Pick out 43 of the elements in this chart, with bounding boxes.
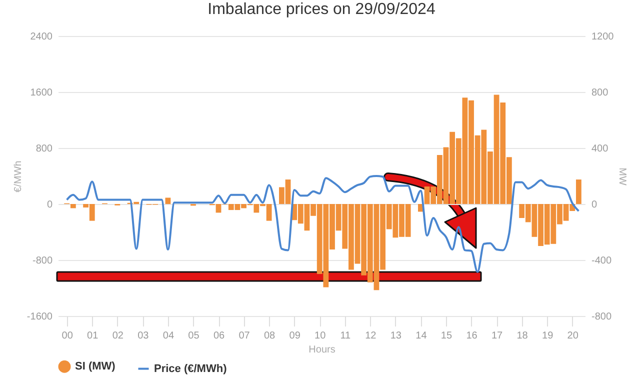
y2-tick-label: -800 <box>592 312 612 322</box>
x-tick-label: 08 <box>264 330 276 342</box>
bar <box>70 204 76 208</box>
x-tick-label: 02 <box>112 330 124 342</box>
x-tick-label: 00 <box>62 330 74 342</box>
x-tick-label: 06 <box>213 330 225 342</box>
x-tick-label: 03 <box>138 330 150 342</box>
bar <box>165 198 171 204</box>
y-tick-label: 800 <box>36 144 53 154</box>
y2-axis-title: MW <box>616 168 628 186</box>
x-tick-label: 07 <box>238 330 250 342</box>
line-series <box>66 175 580 273</box>
y2-tick-label: 1200 <box>592 32 614 42</box>
x-tick-label: 10 <box>314 330 326 342</box>
legend-label: SI (MW) <box>75 360 116 373</box>
x-tick-label: 11 <box>340 330 352 342</box>
y-tick-label: -800 <box>32 256 53 266</box>
y-tick-label: 0 <box>46 200 53 210</box>
x-tick-label: 20 <box>567 330 579 342</box>
legend-label: Price (€/MWh) <box>154 362 228 375</box>
y-axis-title: €/MWh <box>12 160 24 192</box>
x-tick-label: 04 <box>162 330 174 342</box>
x-tick-label: 15 <box>440 330 452 342</box>
y2-tick-label: 800 <box>592 88 609 98</box>
y2-tick-label: 400 <box>592 144 609 154</box>
x-tick-label: 05 <box>188 330 200 342</box>
y2-tick-label: -400 <box>592 256 612 266</box>
x-axis-title: Hours <box>308 344 336 356</box>
x-tick-label: 14 <box>416 330 428 342</box>
x-tick-label: 13 <box>390 330 402 342</box>
x-tick-label: 12 <box>365 330 377 342</box>
y-tick-label: 1600 <box>30 88 53 98</box>
x-tick-label: 16 <box>466 330 478 342</box>
x-tick-label: 19 <box>542 330 554 342</box>
bar <box>576 180 582 204</box>
x-tick-label: 01 <box>87 330 99 342</box>
y-tick-label: -1600 <box>26 312 53 322</box>
x-tick-label: 17 <box>491 330 504 342</box>
x-tick-label: 18 <box>516 330 528 342</box>
y2-tick-label: 0 <box>592 200 598 210</box>
y-tick-label: 2400 <box>30 32 53 42</box>
x-tick-label: 09 <box>289 330 301 342</box>
chart-title: Imbalance prices on 29/09/2024 <box>208 1 436 18</box>
